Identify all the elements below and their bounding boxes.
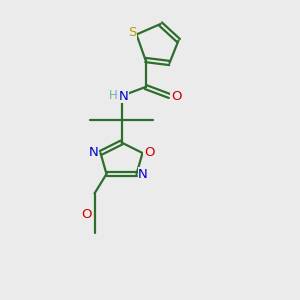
- Text: H: H: [109, 89, 118, 102]
- Text: O: O: [81, 208, 92, 221]
- Text: N: N: [89, 146, 99, 160]
- Text: O: O: [171, 89, 181, 103]
- Text: S: S: [128, 26, 136, 40]
- Text: O: O: [144, 146, 154, 160]
- Text: N: N: [138, 167, 148, 181]
- Text: N: N: [118, 89, 128, 103]
